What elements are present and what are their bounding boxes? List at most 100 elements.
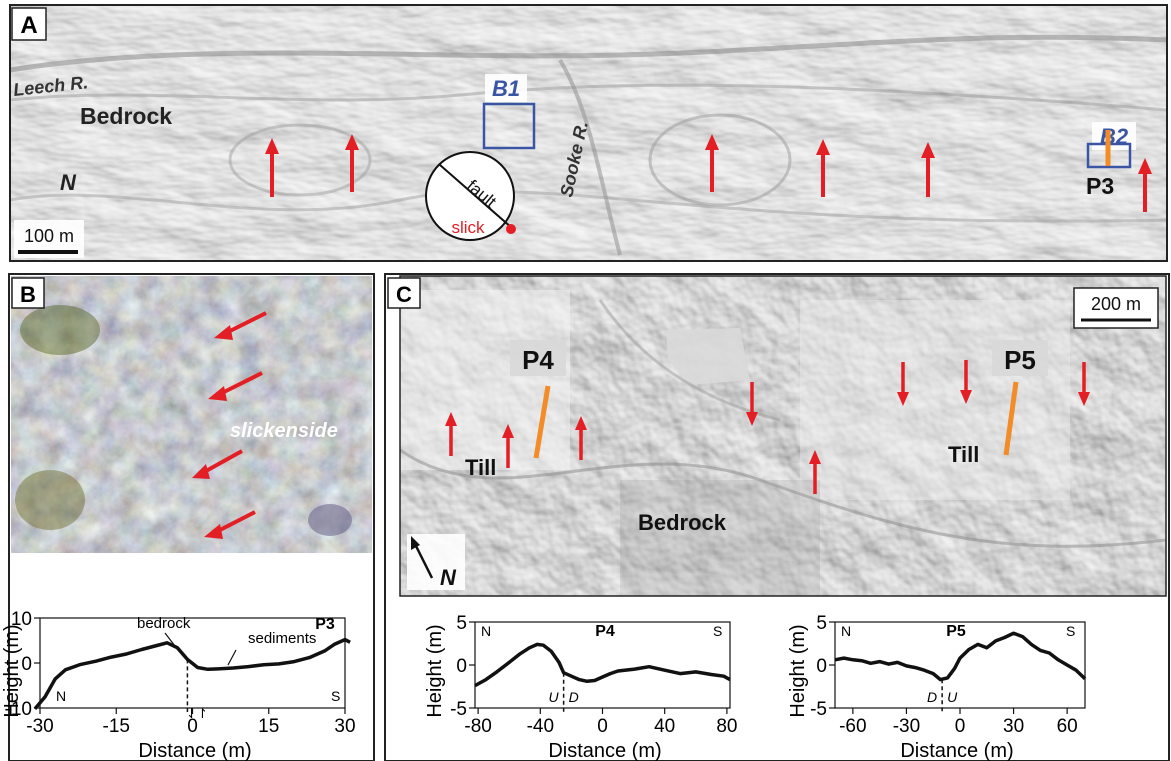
annotation-sediments: sediments — [248, 630, 316, 647]
slip-arrow-icon — [192, 449, 243, 479]
chart-axes: -80 -40 0 40 80 -5 0 5 — [450, 613, 737, 737]
up-arrow-icon — [816, 139, 830, 197]
profile-series-line — [834, 631, 1087, 682]
x-axis-label: Distance (m) — [138, 740, 251, 761]
fault-side-right: D — [569, 689, 579, 705]
y-tick-label: 10 — [11, 609, 32, 630]
profile-series-line — [474, 642, 731, 688]
slip-arrow-icon — [204, 510, 256, 539]
up-arrow-icon — [445, 412, 457, 456]
profile-p4-label: P4 — [522, 345, 554, 375]
north-label-c: N — [440, 565, 457, 590]
scale-bar-a-label: 100 m — [24, 226, 74, 246]
annotation-bedrock-leader — [164, 632, 179, 651]
slickenside-arrows — [192, 311, 267, 539]
y-tick-label: -5 — [810, 699, 827, 720]
y-tick-label: -10 — [5, 699, 32, 720]
x-tick-label: 15 — [258, 716, 279, 737]
x-tick-label: 80 — [716, 716, 737, 737]
x-tick-label: 30 — [334, 716, 355, 737]
slickenside-photo — [11, 276, 372, 553]
x-tick-label: 0 — [597, 716, 608, 737]
up-arrow-icon — [575, 416, 587, 460]
y-axis-label: Height (m) — [1, 624, 23, 717]
y-tick-label: 5 — [456, 613, 467, 634]
stereonet-slick-label: slick — [451, 218, 485, 237]
x-tick-label: 0 — [187, 716, 198, 737]
slip-arrow-icon — [214, 311, 267, 340]
annotation-bedrock: bedrock — [137, 615, 191, 632]
y-axis-label: Height (m) — [424, 624, 446, 717]
chart-title: P3 — [315, 616, 335, 633]
till-label-right: Till — [948, 442, 979, 467]
y-tick-label: 0 — [21, 654, 32, 675]
corner-label-north: N — [56, 688, 66, 704]
north-arrow-icon — [411, 536, 434, 579]
x-axis-label: Distance (m) — [548, 740, 661, 761]
scale-bar-c-label: 200 m — [1091, 294, 1141, 314]
up-arrow-icon — [809, 450, 821, 494]
displacement-arrows-c — [445, 360, 1090, 494]
fault-side-left: U — [549, 689, 560, 705]
panel-b-letter: B — [20, 282, 36, 307]
hillshade-map-a — [10, 5, 1167, 261]
panel-a-letter: A — [20, 12, 37, 39]
up-arrow-icon — [1138, 158, 1152, 212]
profile-p3-label: P3 — [1086, 173, 1114, 199]
corner-label-south: S — [331, 688, 340, 704]
slip-arrow-icon — [208, 371, 263, 401]
x-tick-label: -30 — [26, 716, 53, 737]
panel-b: B slickenside — [8, 273, 375, 761]
x-axis-label: Distance (m) — [900, 740, 1013, 761]
profile-p5-label: P5 — [1004, 345, 1036, 375]
panel-c: C 200 m P4 P5 Till Till Bedrock N — [384, 273, 1170, 761]
profile-chart-p3: -30 -15 0 15 30 -10 0 10 P3 N S bedrock sedimen… — [1, 609, 356, 761]
annotation-sediments-leader — [227, 649, 237, 666]
up-arrow-icon — [921, 142, 935, 197]
x-tick-label: 30 — [1003, 716, 1024, 737]
y-axis-label: Height (m) — [787, 624, 809, 717]
up-arrow-icon — [502, 424, 514, 468]
hillshade-map-c — [400, 276, 1166, 596]
y-tick-label: -5 — [450, 699, 467, 720]
displacement-arrows-a — [265, 134, 1152, 212]
box-b1-label: B1 — [492, 76, 520, 101]
fault-side-left: D — [927, 689, 937, 705]
chart-title: P5 — [946, 623, 966, 640]
panel-a: A Leech R. Bedrock N Sooke R. B1 B2 P3 f… — [9, 4, 1168, 262]
slick-point — [506, 224, 516, 234]
profile-chart-p4: -80 -40 0 40 80 -5 0 5 P4 N S U D Height (m) Di… — [424, 613, 737, 761]
y-tick-label: 0 — [456, 656, 467, 677]
corner-label-north: N — [481, 623, 491, 639]
x-tick-label: 0 — [955, 716, 966, 737]
x-tick-label: -80 — [464, 716, 491, 737]
x-tick-label: -40 — [527, 716, 554, 737]
down-arrow-icon — [897, 362, 909, 406]
bedrock-label-a: Bedrock — [80, 103, 172, 129]
x-tick-label: 40 — [654, 716, 675, 737]
corner-label-north: N — [841, 623, 851, 639]
y-tick-label: 0 — [816, 656, 827, 677]
chart-axes: -30 -15 0 15 30 -10 0 10 — [5, 609, 356, 737]
bedrock-label-c: Bedrock — [638, 510, 727, 535]
down-arrow-icon — [1078, 362, 1090, 406]
up-arrow-icon — [345, 134, 359, 192]
profile-line-p4 — [533, 385, 551, 459]
north-label-a: N — [60, 170, 77, 195]
stereonet: fault slick — [425, 151, 516, 241]
down-arrow-icon — [960, 360, 972, 404]
profile-chart-p5: -60 -30 0 30 60 -5 0 5 P5 N S D U Height (m) Di… — [787, 613, 1087, 761]
y-tick-label: 5 — [816, 613, 827, 634]
chart-title: P4 — [595, 623, 615, 640]
slickenside-label: slickenside — [230, 420, 338, 442]
fault-sense-marker: ⇃↾ — [186, 706, 208, 721]
x-tick-label: -15 — [103, 716, 130, 737]
x-tick-label: 60 — [1057, 716, 1078, 737]
x-tick-label: -60 — [839, 716, 866, 737]
x-tick-label: -30 — [893, 716, 920, 737]
box-b1 — [482, 102, 536, 150]
chart-axes: -60 -30 0 30 60 -5 0 5 — [810, 613, 1086, 737]
till-label-left: Till — [465, 455, 496, 480]
profile-line-p5 — [1003, 381, 1019, 456]
